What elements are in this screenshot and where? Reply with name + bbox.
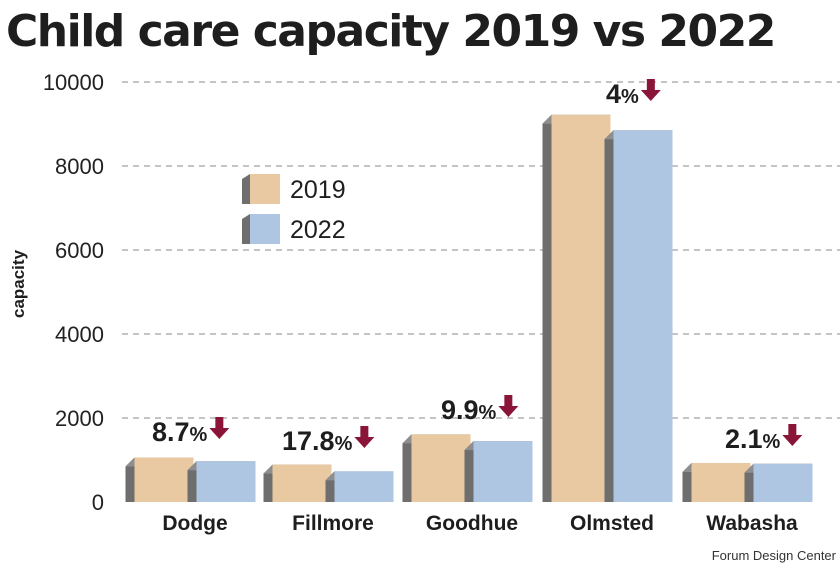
credit-text: Forum Design Center bbox=[711, 548, 836, 563]
legend-swatch-side bbox=[242, 214, 250, 244]
bar-2022-olmsted bbox=[613, 130, 673, 503]
bar-side-2019-fillmore bbox=[263, 464, 273, 502]
bar-2022-dodge bbox=[196, 461, 256, 502]
down-arrow-icon bbox=[354, 426, 375, 448]
bar-side-2022-dodge bbox=[187, 461, 197, 502]
y-tick-label: 10000 bbox=[43, 70, 104, 95]
percent-change-label: 17.8% bbox=[282, 426, 353, 456]
legend-swatch-side bbox=[242, 174, 250, 204]
down-arrow-icon bbox=[782, 424, 803, 446]
bar-side-2022-goodhue bbox=[464, 441, 474, 502]
legend-label-2022: 2022 bbox=[290, 216, 346, 244]
bar-2022-wabasha bbox=[753, 463, 813, 502]
y-tick-label: 4000 bbox=[55, 322, 104, 347]
bar-side-2022-olmsted bbox=[604, 130, 614, 503]
percent-change-label: 2.1% bbox=[725, 424, 781, 454]
legend-swatch-2019 bbox=[250, 174, 280, 204]
down-arrow-icon bbox=[498, 395, 519, 417]
y-tick-label: 2000 bbox=[55, 406, 104, 431]
bar-2019-fillmore bbox=[272, 464, 332, 502]
y-tick-label: 0 bbox=[92, 490, 104, 515]
bar-2019-goodhue bbox=[411, 434, 471, 502]
bar-2019-wabasha bbox=[691, 462, 751, 502]
legend-swatch-2022 bbox=[250, 214, 280, 244]
legend-label-2019: 2019 bbox=[290, 176, 346, 204]
chart-title: Child care capacity 2019 vs 2022 bbox=[6, 6, 776, 57]
x-category-label: Goodhue bbox=[426, 512, 518, 535]
x-category-label: Fillmore bbox=[292, 512, 374, 535]
down-arrow-icon bbox=[640, 79, 661, 101]
bar-side-2019-goodhue bbox=[402, 434, 412, 502]
x-category-label: Olmsted bbox=[570, 512, 654, 535]
bar-side-2019-olmsted bbox=[542, 114, 552, 502]
percent-change-label: 9.9% bbox=[441, 395, 497, 425]
y-tick-label: 6000 bbox=[55, 238, 104, 263]
x-category-label: Dodge bbox=[162, 512, 227, 535]
y-tick-label: 8000 bbox=[55, 154, 104, 179]
percent-change-label: 8.7% bbox=[152, 417, 208, 447]
bar-2022-fillmore bbox=[334, 471, 394, 502]
down-arrow-icon bbox=[209, 417, 230, 439]
bar-2019-dodge bbox=[134, 457, 194, 502]
y-axis-title: capacity bbox=[9, 249, 28, 318]
x-category-label: Wabasha bbox=[706, 512, 798, 535]
bar-2019-olmsted bbox=[551, 114, 611, 502]
bar-side-2019-dodge bbox=[125, 457, 135, 502]
bar-side-2019-wabasha bbox=[682, 462, 692, 502]
bar-2022-goodhue bbox=[473, 441, 533, 502]
bar-side-2022-wabasha bbox=[744, 463, 754, 502]
percent-change-label: 4% bbox=[606, 79, 639, 109]
